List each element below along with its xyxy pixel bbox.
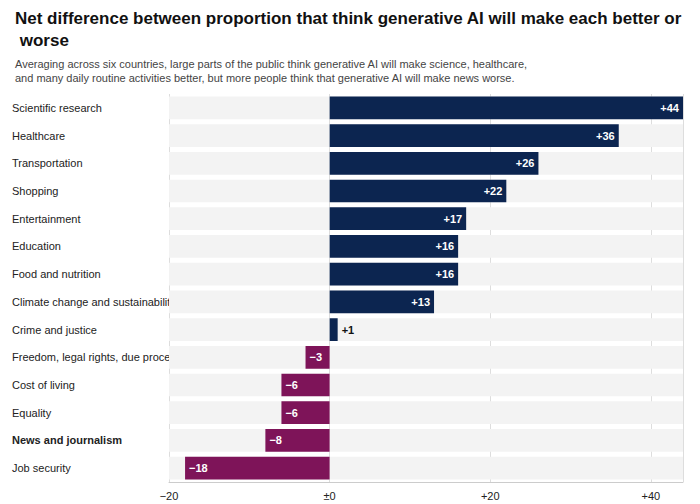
svg-text:News and journalism: News and journalism <box>12 434 122 446</box>
svg-text:+44: +44 <box>660 102 680 114</box>
svg-text:−8: −8 <box>269 434 282 446</box>
svg-text:+40: +40 <box>642 490 661 502</box>
svg-text:+1: +1 <box>342 324 355 336</box>
svg-text:Cost of living: Cost of living <box>12 379 75 391</box>
svg-text:−6: −6 <box>285 379 298 391</box>
svg-text:Shopping: Shopping <box>12 185 59 197</box>
svg-text:Averaging across six countries: Averaging across six countries, large pa… <box>15 58 530 70</box>
svg-text:Freedom, legal rights, due pro: Freedom, legal rights, due process <box>12 351 182 363</box>
svg-text:Equality: Equality <box>12 407 52 419</box>
svg-text:−3: −3 <box>310 351 323 363</box>
svg-text:Climate change and sustainabil: Climate change and sustainability <box>12 296 176 308</box>
svg-text:+16: +16 <box>435 268 454 280</box>
svg-text:+36: +36 <box>596 130 615 142</box>
svg-text:+16: +16 <box>435 240 454 252</box>
svg-text:Food and nutrition: Food and nutrition <box>12 268 101 280</box>
svg-text:+17: +17 <box>443 213 462 225</box>
svg-text:−18: −18 <box>189 462 208 474</box>
svg-text:−6: −6 <box>285 407 298 419</box>
svg-text:+20: +20 <box>481 490 500 502</box>
svg-text:Crime and justice: Crime and justice <box>12 324 97 336</box>
svg-text:Education: Education <box>12 240 61 252</box>
svg-text:Net difference between proport: Net difference between proportion that t… <box>15 9 682 28</box>
svg-text:Entertainment: Entertainment <box>12 213 80 225</box>
svg-text:and many daily routine activit: and many daily routine activities better… <box>15 72 515 84</box>
svg-text:Scientific research: Scientific research <box>12 102 102 114</box>
svg-text:worse: worse <box>15 31 69 50</box>
svg-text:+26: +26 <box>516 157 535 169</box>
svg-text:−20: −20 <box>160 490 179 502</box>
svg-text:Healthcare: Healthcare <box>12 130 65 142</box>
svg-text:+13: +13 <box>411 296 430 308</box>
svg-text:Job security: Job security <box>12 462 71 474</box>
svg-text:±0: ±0 <box>324 490 336 502</box>
svg-text:Transportation: Transportation <box>12 157 83 169</box>
svg-text:+22: +22 <box>484 185 503 197</box>
